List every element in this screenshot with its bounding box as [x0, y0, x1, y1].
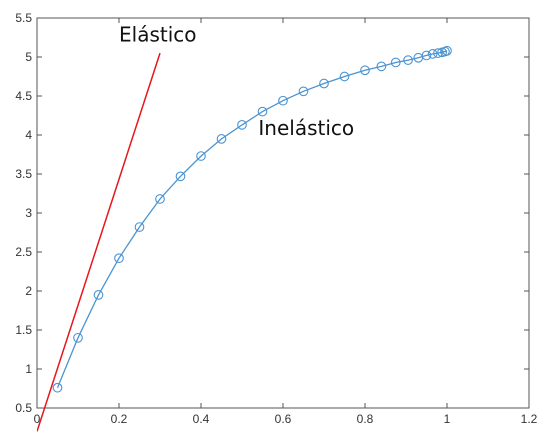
inelastic-point	[237, 120, 247, 130]
inelastic-point	[421, 50, 432, 61]
inelastic-point	[216, 134, 227, 144]
inelastic-point	[339, 71, 350, 82]
inelastic-point	[427, 49, 438, 59]
y-tick-label: 3.5	[15, 167, 32, 181]
inelastic-point	[196, 151, 206, 161]
x-tick-label: 1.2	[521, 412, 538, 426]
y-tick-label: 5.5	[15, 11, 32, 25]
inelastic-point	[298, 86, 309, 97]
elastic-series-line	[37, 52, 161, 432]
axes-box	[36, 17, 530, 409]
inelastic-point	[52, 382, 63, 393]
y-tick-label: 4	[25, 128, 32, 142]
inelastic-point	[175, 171, 186, 182]
inelastic-point	[278, 95, 288, 106]
elastic-annotation: Elástico	[119, 22, 197, 46]
y-tick-label: 4.5	[15, 89, 32, 103]
x-tick-label: 0.6	[275, 412, 292, 426]
y-tick-label: 2	[25, 284, 32, 298]
inelastic-point	[155, 194, 165, 204]
y-tick-label: 1.5	[15, 323, 32, 337]
inelastic-point	[376, 61, 387, 72]
inelastic-point	[403, 55, 413, 65]
inelastic-point	[390, 57, 401, 68]
inelastic-point	[360, 65, 370, 76]
y-tick-label: 1	[25, 362, 32, 376]
inelastic-point	[73, 332, 83, 343]
x-tick-label: 1	[444, 412, 451, 426]
inelastic-point	[257, 106, 268, 117]
inelastic-point	[433, 48, 443, 58]
x-tick-label: 0	[34, 412, 41, 426]
inelastic-point	[134, 222, 145, 232]
inelastic-point	[114, 253, 124, 264]
inelastic-series-line	[56, 50, 448, 388]
y-tick-label: 3	[25, 206, 32, 220]
inelastic-point	[442, 45, 452, 56]
plot-area: 0 0.2 0.4 0.6 0.8 1 1.2 0.5 1 1.5 2 2.5 3 3.5 4 4.5 5 5.5…	[15, 11, 538, 432]
x-tick-label: 0.4	[193, 412, 210, 426]
x-tick-label: 0.2	[111, 412, 128, 426]
y-tick-label: 0.5	[15, 401, 32, 415]
y-tick-label: 5	[25, 50, 32, 64]
inelastic-annotation: Inelástico	[258, 116, 354, 140]
x-tick-label: 0.8	[357, 412, 374, 426]
inelastic-point	[319, 78, 329, 89]
y-tick-label: 2.5	[15, 245, 32, 259]
inelastic-point	[93, 290, 104, 300]
